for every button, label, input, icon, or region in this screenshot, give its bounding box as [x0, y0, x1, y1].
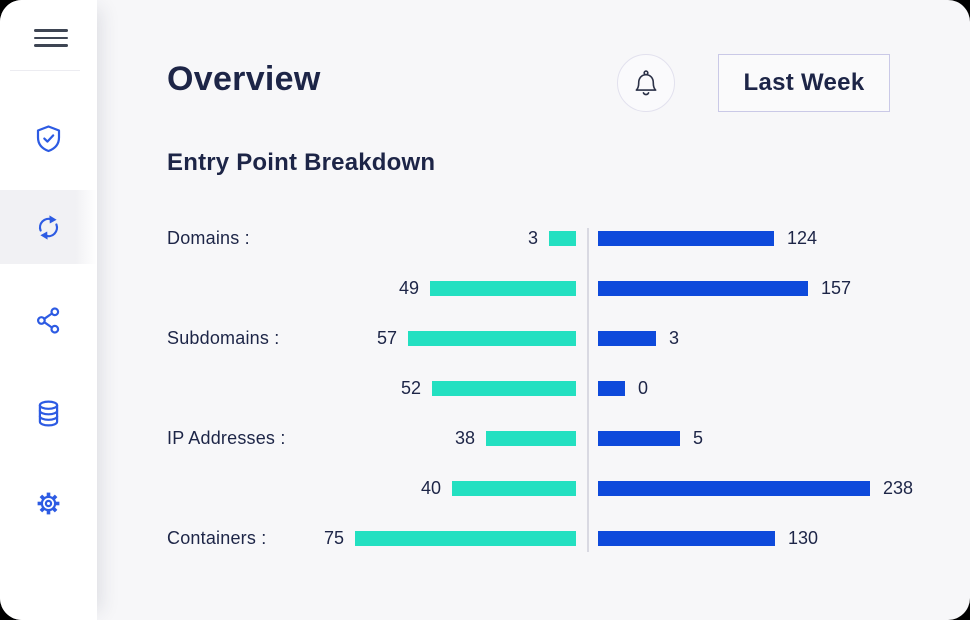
- right-value: 157: [821, 277, 852, 298]
- chart-row: 52 0: [167, 363, 947, 413]
- right-bar-group: 0: [598, 363, 648, 413]
- left-bar-group: 49: [167, 263, 576, 313]
- row-label: Domains :: [167, 227, 250, 248]
- left-value: 75: [323, 527, 344, 548]
- left-bar: [430, 280, 576, 296]
- right-bar: [598, 480, 870, 496]
- menu-icon[interactable]: [34, 29, 68, 47]
- notifications-button[interactable]: [617, 54, 675, 112]
- section-title: Entry Point Breakdown: [167, 149, 436, 176]
- sync-icon: [38, 214, 59, 240]
- sidebar-item-settings[interactable]: [0, 466, 97, 540]
- right-bar: [598, 530, 775, 546]
- left-value: 49: [398, 277, 419, 298]
- left-bar-group: 3: [167, 213, 576, 263]
- right-bar-group: 124: [598, 213, 817, 263]
- left-value: 3: [527, 227, 538, 248]
- right-value: 124: [787, 227, 818, 248]
- bell-icon: [635, 70, 657, 96]
- row-label: IP Addresses :: [167, 427, 286, 448]
- row-label: Containers :: [167, 527, 267, 548]
- chart-row: 40 238: [167, 463, 947, 513]
- left-bar-group: 38: [167, 413, 576, 463]
- chart-rows: Domains : 3 124 49 157 Subdomains :: [167, 213, 947, 563]
- left-bar: [355, 530, 576, 546]
- left-value: 52: [400, 377, 421, 398]
- right-value: 130: [788, 527, 819, 548]
- left-bar: [452, 480, 576, 496]
- right-bar-group: 157: [598, 263, 851, 313]
- right-bar: [598, 230, 774, 246]
- right-bar-group: 130: [598, 513, 818, 563]
- sidebar: [0, 0, 97, 620]
- right-bar-group: 5: [598, 413, 703, 463]
- entry-point-breakdown-chart: Domains : 3 124 49 157 Subdomains :: [167, 213, 947, 563]
- sidebar-item-database[interactable]: [0, 376, 97, 450]
- right-bar-group: 238: [598, 463, 913, 513]
- right-bar: [598, 380, 625, 396]
- right-value: 5: [693, 427, 704, 448]
- settings-gear-icon: [37, 492, 60, 514]
- page-title: Overview: [167, 60, 321, 98]
- left-value: 40: [420, 477, 441, 498]
- shield-check-icon: [36, 124, 61, 152]
- sidebar-item-sync[interactable]: [0, 190, 97, 264]
- chart-row: Containers : 75 130: [167, 513, 947, 563]
- left-bar: [549, 230, 576, 246]
- chart-row: Subdomains : 57 3: [167, 313, 947, 363]
- left-value: 57: [376, 327, 397, 348]
- database-icon: [38, 399, 59, 426]
- left-bar-group: 57: [167, 313, 576, 363]
- chart-row: 49 157: [167, 263, 947, 313]
- chart-row: IP Addresses : 38 5: [167, 413, 947, 463]
- row-label: Subdomains :: [167, 327, 280, 348]
- right-value: 3: [669, 327, 680, 348]
- left-bar-group: 40: [167, 463, 576, 513]
- left-bar: [486, 430, 576, 446]
- date-range-button[interactable]: Last Week: [718, 54, 890, 112]
- left-bar-group: 52: [167, 363, 576, 413]
- chart-row: Domains : 3 124: [167, 213, 947, 263]
- share-icon: [36, 306, 60, 334]
- left-bar: [432, 380, 576, 396]
- right-value: 0: [638, 377, 649, 398]
- right-bar-group: 3: [598, 313, 679, 363]
- right-bar: [598, 280, 808, 296]
- left-bar: [408, 330, 576, 346]
- sidebar-item-share[interactable]: [0, 283, 97, 357]
- right-bar: [598, 330, 656, 346]
- sidebar-divider: [10, 70, 80, 71]
- chart-center-axis: [587, 228, 589, 552]
- sidebar-item-security[interactable]: [0, 101, 97, 175]
- right-value: 238: [883, 477, 914, 498]
- right-bar: [598, 430, 680, 446]
- left-value: 38: [454, 427, 475, 448]
- left-bar-group: 75: [167, 513, 576, 563]
